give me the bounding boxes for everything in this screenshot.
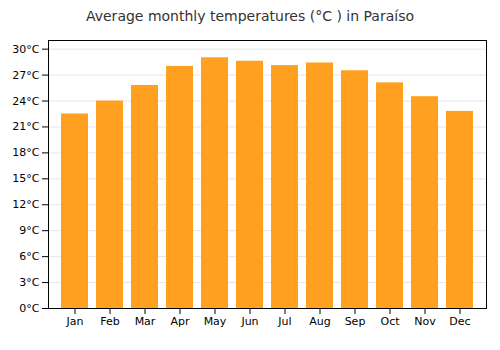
svg-text:Mar: Mar <box>135 315 156 328</box>
svg-text:Feb: Feb <box>100 315 119 328</box>
svg-text:24°C: 24°C <box>12 95 39 108</box>
svg-text:Jul: Jul <box>277 315 291 328</box>
svg-text:3°C: 3°C <box>19 276 39 289</box>
svg-text:30°C: 30°C <box>12 43 39 56</box>
svg-text:12°C: 12°C <box>12 198 39 211</box>
html-text:Average monthly temperatures (: Average monthly temperatures (°C ) in Pa… <box>86 8 414 24</box>
svg-text:18°C: 18°C <box>12 146 39 159</box>
svg-text:27°C: 27°C <box>12 69 39 82</box>
svg-text:Nov: Nov <box>414 315 436 328</box>
svg-text:Sep: Sep <box>345 315 366 328</box>
svg-text:Jun: Jun <box>240 315 258 328</box>
svg-text:6°C: 6°C <box>19 250 39 263</box>
svg-text:15°C: 15°C <box>12 172 39 185</box>
svg-text:Oct: Oct <box>380 315 400 328</box>
svg-text:Apr: Apr <box>170 315 190 328</box>
svg-text:Aug: Aug <box>309 315 330 328</box>
svg-text:0°C: 0°C <box>19 302 39 315</box>
svg-text:May: May <box>204 315 227 328</box>
svg-text:Jan: Jan <box>66 315 84 328</box>
svg-text:21°C: 21°C <box>12 120 39 133</box>
svg-text:9°C: 9°C <box>19 224 39 237</box>
svg-text:Dec: Dec <box>449 315 470 328</box>
